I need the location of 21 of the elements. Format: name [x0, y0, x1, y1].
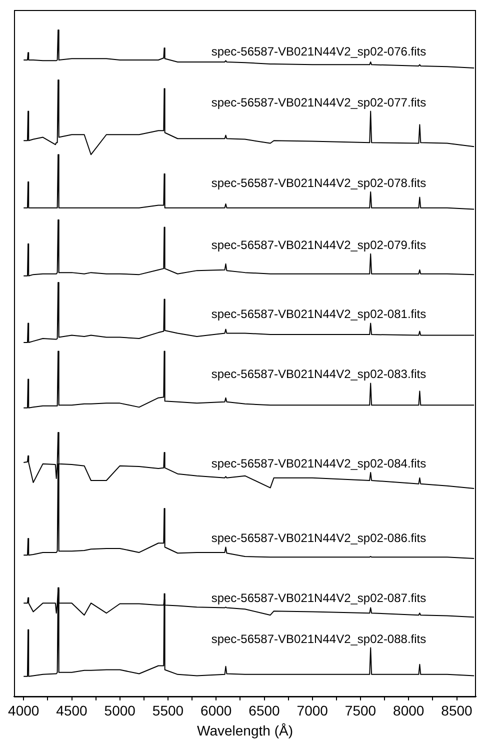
x-tick-label: 8000 — [393, 702, 424, 719]
series-label: spec-56587-VB021N44V2_sp02-083.fits — [211, 367, 426, 382]
x-tick-label: 6500 — [248, 702, 280, 719]
series-label: spec-56587-VB021N44V2_sp02-088.fits — [211, 632, 426, 646]
x-axis-title: Wavelength (Å) — [197, 722, 293, 738]
x-tick-label: 6000 — [200, 702, 232, 719]
series-label: spec-56587-VB021N44V2_sp02-076.fits — [211, 44, 426, 59]
x-tick-label: 4000 — [8, 702, 40, 719]
series-label: spec-56587-VB021N44V2_sp02-078.fits — [211, 176, 426, 190]
x-tick-label: 5500 — [152, 702, 184, 719]
x-tick-label: 4500 — [56, 702, 88, 719]
series-label: spec-56587-VB021N44V2_sp02-087.fits — [211, 591, 426, 606]
series-label: spec-56587-VB021N44V2_sp02-081.fits — [211, 307, 426, 322]
x-tick-label: 8500 — [441, 702, 473, 719]
series-label: spec-56587-VB021N44V2_sp02-077.fits — [211, 95, 426, 110]
series-label: spec-56587-VB021N44V2_sp02-086.fits — [211, 531, 426, 546]
series-label: spec-56587-VB021N44V2_sp02-084.fits — [211, 456, 426, 470]
series-label: spec-56587-VB021N44V2_sp02-079.fits — [211, 238, 426, 252]
x-tick-label: 5000 — [104, 702, 136, 719]
x-tick-label: 7000 — [296, 702, 328, 719]
x-tick-label: 7500 — [344, 702, 376, 719]
